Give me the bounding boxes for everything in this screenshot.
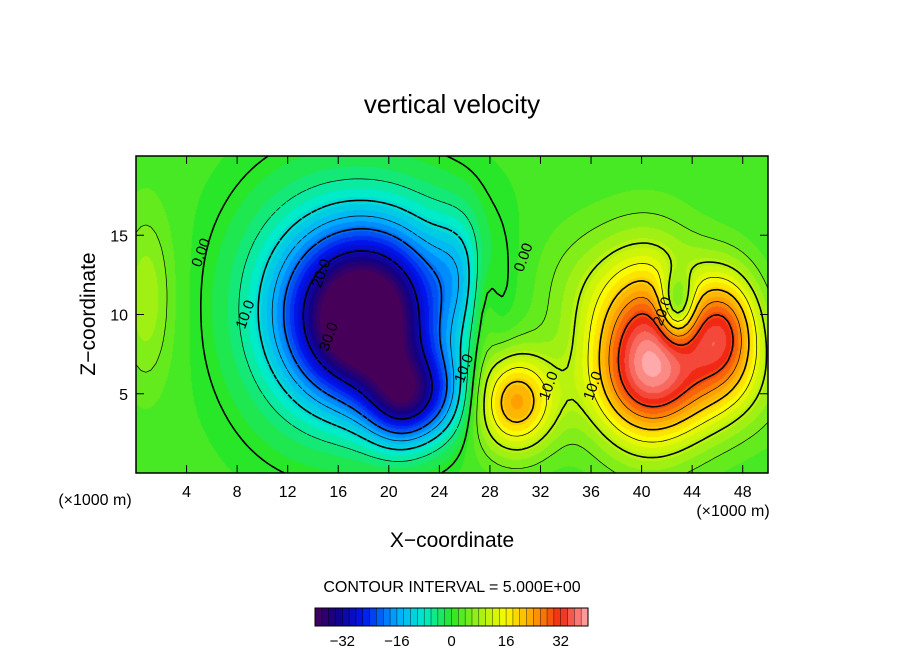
contour-line-pos5 [136,212,768,473]
colorbar-bin [362,608,371,626]
colorbar-bin [519,608,528,626]
chart-title: vertical velocity [364,89,540,119]
contour-line-pos10 [483,242,768,459]
contour-line-pos25 [608,296,742,419]
x-unit-left-label: (×1000 m) [58,492,131,509]
x-tick-label: 36 [582,484,600,501]
colorbar-bin [574,608,582,626]
colorbar-bin [492,608,500,626]
colorbar-tick-label: 32 [552,633,569,650]
colorbar-bin [581,608,589,626]
contour-line-neg30 [302,250,433,420]
colorbar-bin [471,608,480,626]
colorbar-bin [547,608,555,626]
colorbar-tick-label: 0 [447,633,455,650]
contour-lines [136,156,768,473]
colorbar-bin [512,608,521,626]
colorbar-bin [540,608,548,626]
contour-line-neg5 [238,178,478,462]
x-tick-label: 16 [329,484,347,501]
contour-interval-label: CONTOUR INTERVAL = 5.000E+00 [323,579,580,596]
colorbar-bin [349,608,357,626]
x-tick-label: 12 [279,484,297,501]
colorbar-bin [403,608,412,626]
colorbar-bin [437,608,446,626]
colorbar [314,608,589,626]
colorbar-bin [506,608,514,626]
colorbar-bin [369,608,378,626]
x-tick-label: 48 [734,484,752,501]
colorbar-bin [328,608,337,626]
colorbar-tick-label: 16 [498,633,515,650]
y-tick-label: 10 [110,308,128,325]
x-tick-label: 28 [481,484,499,501]
x-unit-right-label: (×1000 m) [696,503,769,520]
colorbar-bin [526,608,534,626]
x-tick-label: 24 [430,484,448,501]
x-tick-label: 4 [182,484,191,501]
x-axis-title: X−coordinate [390,529,514,552]
contour-line-pos0 [200,156,509,473]
x-axis: 4 8 12 16 20 24 28 32 36 40 44 48 [182,156,752,501]
colorbar-bin [417,608,425,626]
colorbar-bin [355,608,364,626]
colorbar-bin [315,608,323,626]
colorbar-bin [567,608,575,626]
colorbar-bin [465,608,473,626]
colorbar-bin [335,608,343,626]
colorbar-bin [458,608,466,626]
x-tick-label: 8 [233,484,242,501]
colorbar-bin [342,608,350,626]
y-tick-label: 15 [110,228,128,245]
contour-line-pos30 [617,312,734,408]
y-axis: 5 10 15 [110,228,768,404]
x-tick-label: 44 [683,484,701,501]
contour-line-neg20 [282,227,448,435]
x-tick-label: 32 [532,484,550,501]
colorbar-tick-label: −16 [384,633,409,650]
x-tick-label: 40 [633,484,651,501]
colorbar-tick-label: −32 [330,633,355,650]
colorbar-ticks: −32 −16 0 16 32 [330,633,569,650]
contour-line-pos20 [500,280,750,431]
contour-line-neg15 [271,215,459,442]
colorbar-bin [553,608,562,626]
colorbar-bin [383,608,391,626]
colorbar-bin [533,608,541,626]
colorbar-bin [390,608,398,626]
colorbar-bin [451,608,459,626]
colorbar-bin [478,608,487,626]
y-axis-title: Z−coordinate [77,252,100,375]
colorbar-bin [396,608,405,626]
contour-line-neg10 [257,199,470,451]
colorbar-bin [424,608,432,626]
colorbar-bin [444,608,453,626]
colorbar-frame [314,607,589,627]
contour-line-pos15 [491,263,758,443]
y-tick-label: 5 [119,387,128,404]
colorbar-bin [431,608,439,626]
colorbar-bin [321,608,330,626]
colorbar-bin [499,608,507,626]
x-tick-label: 20 [380,484,398,501]
colorbar-bin [410,608,418,626]
colorbar-bin [376,608,384,626]
colorbar-bin [560,608,569,626]
colorbar-bin [485,608,494,626]
